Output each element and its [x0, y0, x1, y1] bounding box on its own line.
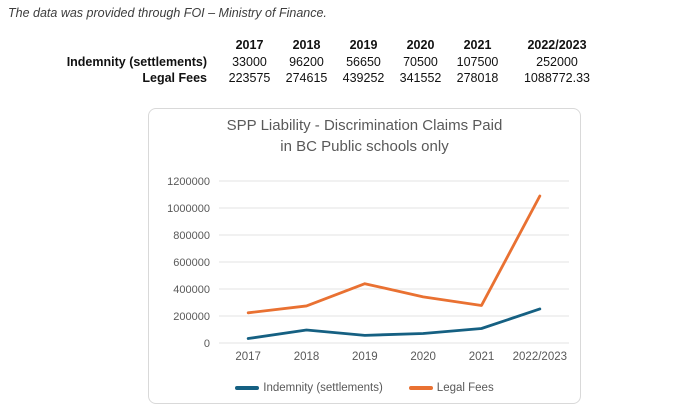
line-chart-plot: 0 200000 400000 600000 800000 1000000 1200000 2… [167, 176, 569, 363]
table-cell-value: 278018 [456, 71, 499, 85]
legend-line-marker-icon [235, 386, 260, 390]
chart-title-line-1: SPP Liability - Discrimination Claims Pa… [226, 117, 503, 134]
x-axis-tick-label: 2021 [469, 351, 495, 363]
legend-item-legal-fees: Legal Fees [408, 382, 494, 394]
table-row: Indemnity (settlements) 33000 96200 56650 70… [60, 54, 608, 71]
y-axis-tick-label: 600000 [173, 257, 210, 269]
year-column-header: 2021 [463, 38, 492, 52]
year-column-header: 2022/2023 [527, 38, 587, 52]
y-axis-tick-label: 400000 [173, 284, 210, 296]
series-line-legal-fees [246, 194, 542, 315]
y-axis-tick-label: 1200000 [167, 176, 210, 188]
year-column-header: 2020 [406, 38, 435, 52]
legend-line-marker-icon [408, 386, 433, 390]
foi-data-table: 2017 2018 2019 2020 2021 2022/2023 Indemnity … [60, 37, 608, 87]
table-cell-value: 70500 [403, 54, 438, 69]
table-cell-value: 252000 [536, 54, 578, 69]
table-cell-value: 1088772.33 [523, 71, 591, 85]
table-cell-value: 56650 [346, 54, 381, 69]
table-cell-value: 107500 [456, 54, 499, 69]
chart-legend: Indemnity (settlements) Legal Fees [149, 382, 580, 394]
year-column-header: 2019 [349, 38, 378, 52]
foi-table-body: Indemnity (settlements) 33000 96200 56650 70… [60, 54, 608, 87]
table-cell-value: 439252 [342, 71, 385, 85]
chart-title: SPP Liability - Discrimination Claims Pa… [149, 116, 580, 157]
legend-label: Indemnity (settlements) [263, 382, 383, 394]
legend-item-indemnity: Indemnity (settlements) [235, 382, 383, 394]
table-row: Legal Fees 223575 274615 439252 341552 278018… [60, 70, 608, 87]
year-column-header: 2018 [292, 38, 321, 52]
x-axis-tick-label: 2017 [235, 351, 261, 363]
table-cell-value: 223575 [228, 71, 271, 85]
row-label-header [60, 37, 221, 54]
x-axis-tick-label: 2019 [352, 351, 378, 363]
x-axis-tick-label: 2022/2023 [513, 351, 567, 363]
chart-title-line-2: in BC Public schools only [280, 137, 449, 155]
row-label: Legal Fees [142, 71, 207, 85]
table-header-row: 2017 2018 2019 2020 2021 2022/2023 [60, 37, 608, 54]
y-axis-tick-label: 0 [204, 338, 210, 350]
table-cell-value: 96200 [289, 54, 324, 69]
y-axis-tick-label: 1000000 [167, 203, 210, 215]
y-axis-tick-label: 200000 [173, 311, 210, 323]
foi-note: The data was provided through FOI – Mini… [8, 6, 327, 20]
year-column-header: 2017 [235, 38, 264, 52]
table-cell-value: 341552 [399, 71, 442, 85]
chart-container: SPP Liability - Discrimination Claims Pa… [148, 108, 581, 404]
legend-label: Legal Fees [436, 382, 494, 394]
table-cell-value: 274615 [285, 71, 328, 85]
row-label: Indemnity (settlements) [66, 54, 207, 69]
table-cell-value: 33000 [232, 54, 267, 69]
y-axis-tick-label: 800000 [173, 230, 210, 242]
foi-table-header: 2017 2018 2019 2020 2021 2022/2023 [60, 37, 608, 54]
series-line-indemnity [246, 307, 542, 340]
x-axis-tick-label: 2018 [294, 351, 320, 363]
x-axis-tick-label: 2020 [410, 351, 436, 363]
